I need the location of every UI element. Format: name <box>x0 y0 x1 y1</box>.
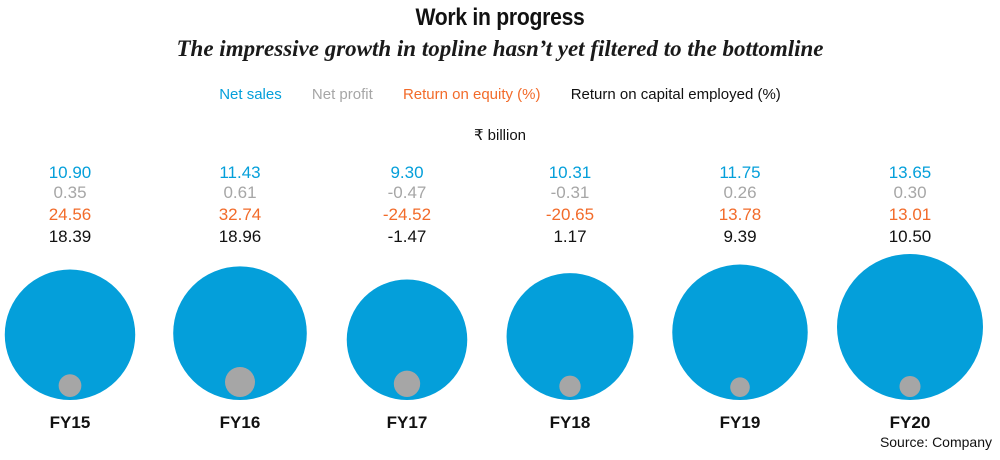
value-label-fy18-0: 10.31 <box>549 163 592 182</box>
value-label-fy18-2: -20.65 <box>546 205 594 224</box>
sales-bubble-fy20 <box>837 254 983 400</box>
value-label-fy20-1: 0.30 <box>893 183 926 202</box>
value-label-fy16-2: 32.74 <box>219 205 262 224</box>
value-label-fy15-2: 24.56 <box>49 205 92 224</box>
category-label-fy17: FY17 <box>387 413 428 432</box>
category-label-fy18: FY18 <box>550 413 591 432</box>
value-label-fy19-0: 11.75 <box>719 163 760 182</box>
profit-bubble-fy20 <box>899 375 921 397</box>
value-label-fy20-0: 13.65 <box>889 163 932 182</box>
sales-bubble-fy19 <box>672 264 808 400</box>
value-label-fy18-1: -0.31 <box>551 183 590 202</box>
profit-bubble-fy18 <box>559 375 581 398</box>
legend-return-on-equity: Return on equity (%) <box>402 86 541 103</box>
value-label-fy15-3: 18.39 <box>49 227 92 246</box>
legend-return-on-capital-employed: Return on capital employed (%) <box>570 86 781 103</box>
value-label-fy18-3: 1.17 <box>553 227 586 246</box>
value-label-fy15-1: 0.35 <box>53 183 86 202</box>
sales-bubble-fy15 <box>4 269 136 400</box>
value-label-fy19-1: 0.26 <box>723 183 756 202</box>
legend-net-profit: Net profit <box>311 86 373 103</box>
profit-bubble-fy17 <box>393 370 421 397</box>
source-note: Source: Company <box>879 434 992 450</box>
value-label-fy17-3: -1.47 <box>388 227 427 246</box>
chart-subtitle: The impressive growth in topline hasn’t … <box>176 36 824 61</box>
category-label-fy15: FY15 <box>50 413 91 432</box>
legend-net-sales: Net sales <box>219 86 282 103</box>
category-label-fy20: FY20 <box>890 413 931 432</box>
profit-bubble-fy15 <box>58 374 82 397</box>
value-label-fy20-2: 13.01 <box>889 205 932 224</box>
value-label-fy17-0: 9.30 <box>390 163 423 182</box>
value-label-fy17-2: -24.52 <box>383 205 431 224</box>
value-label-fy19-2: 13.78 <box>719 205 762 224</box>
value-label-fy16-1: 0.61 <box>223 183 256 202</box>
category-label-fy16: FY16 <box>220 413 261 432</box>
value-label-fy16-3: 18.96 <box>219 227 262 246</box>
chart-title: Work in progress <box>415 4 585 31</box>
category-label-fy19: FY19 <box>720 413 761 432</box>
profit-bubble-fy16 <box>225 367 255 397</box>
unit-label: ₹ billion <box>473 127 527 144</box>
value-label-fy20-3: 10.50 <box>889 227 932 246</box>
sales-bubble-fy16 <box>173 266 307 401</box>
sales-bubble-fy17 <box>346 279 468 400</box>
sales-bubble-fy18 <box>506 273 634 400</box>
legend: Net sales Net profit Return on equity (%… <box>0 86 1000 103</box>
value-label-fy15-0: 10.90 <box>49 163 92 182</box>
value-label-fy19-3: 9.39 <box>723 227 756 246</box>
profit-bubble-fy19 <box>730 377 750 397</box>
value-label-fy17-1: -0.47 <box>388 183 427 202</box>
value-label-fy16-0: 11.43 <box>219 163 260 182</box>
